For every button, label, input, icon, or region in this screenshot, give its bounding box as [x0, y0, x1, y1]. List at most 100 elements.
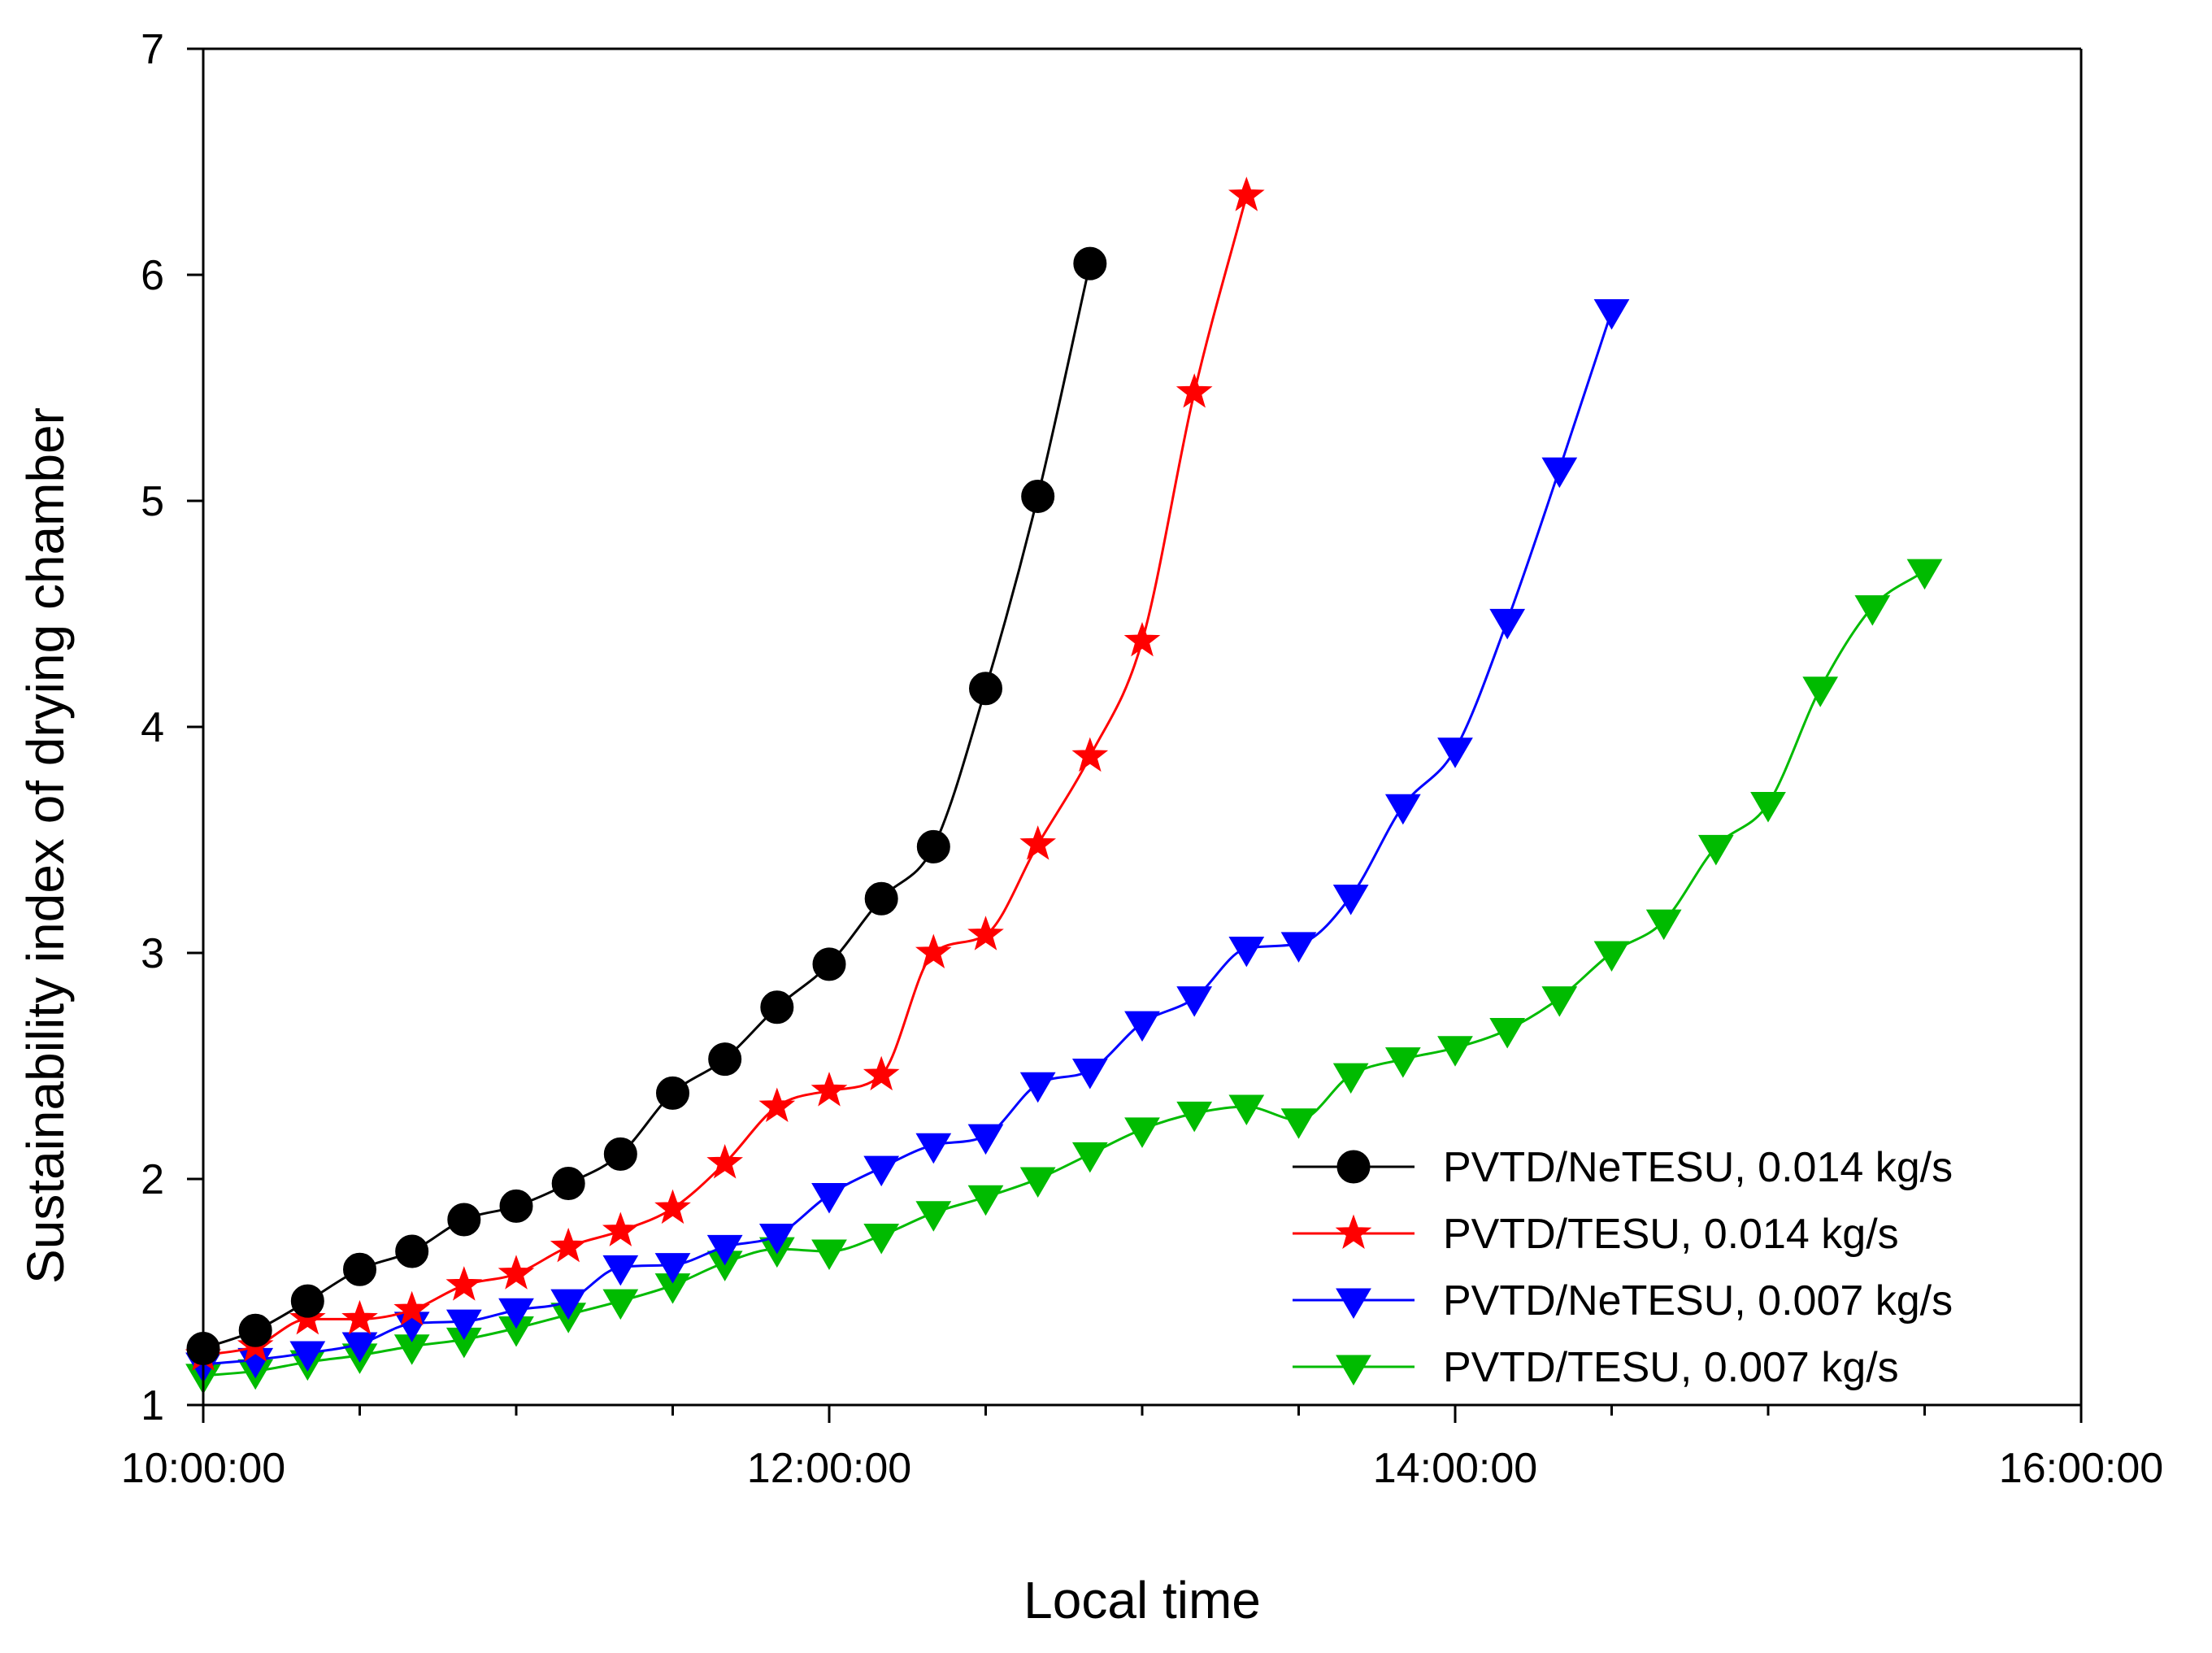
legend-marker: [1336, 1288, 1371, 1319]
data-point: [1071, 1059, 1108, 1090]
data-point: [341, 1299, 378, 1335]
legend-label: PVTD/NeTESU, 0.007 kg/s: [1443, 1277, 1953, 1325]
data-point: [1332, 1063, 1369, 1094]
y-tick-label: 4: [141, 704, 164, 751]
data-point: [1228, 1094, 1265, 1126]
data-point: [654, 1189, 691, 1225]
data-point: [1019, 825, 1057, 860]
data-point: [706, 1144, 744, 1179]
data-point: [1541, 986, 1578, 1017]
data-point: [395, 1234, 429, 1268]
data-point: [760, 990, 794, 1024]
legend: PVTD/NeTESU, 0.014 kg/s PVTD/TESU, 0.014 …: [1293, 1144, 1953, 1391]
data-point: [238, 1313, 272, 1347]
data-point: [602, 1255, 639, 1286]
y-axis-title: Sustainability index of drying chamber: [16, 407, 75, 1284]
data-point: [1176, 1101, 1213, 1133]
data-point: [1019, 1167, 1056, 1198]
x-axis-title: Local time: [1023, 1571, 1261, 1629]
data-point: [550, 1227, 587, 1263]
data-point: [1384, 1047, 1421, 1078]
data-point: [1019, 1072, 1056, 1103]
x-tick-label: 10:00:00: [121, 1445, 285, 1492]
data-point: [915, 933, 952, 968]
data-point: [969, 672, 1002, 706]
y-tick-label: 1: [141, 1382, 164, 1429]
legend-item: PVTD/NeTESU, 0.014 kg/s: [1293, 1144, 1953, 1191]
data-point: [1593, 941, 1630, 972]
data-point: [498, 1255, 535, 1290]
data-point: [654, 1253, 691, 1284]
data-point: [1228, 176, 1265, 211]
data-point: [499, 1189, 533, 1223]
data-point: [550, 1289, 587, 1320]
y-tick-label: 6: [141, 252, 164, 299]
data-point: [498, 1298, 534, 1329]
data-point: [708, 1042, 742, 1077]
data-point: [1750, 792, 1786, 823]
legend-item: PVTD/TESU, 0.007 kg/s: [1293, 1344, 1899, 1391]
data-point: [810, 1072, 848, 1107]
data-point: [1332, 885, 1369, 916]
y-tick-label: 5: [141, 478, 164, 525]
data-point: [341, 1332, 378, 1363]
data-point: [1071, 737, 1109, 772]
data-point: [864, 881, 898, 916]
data-point: [1228, 936, 1265, 968]
data-point: [706, 1234, 743, 1266]
data-point: [343, 1252, 376, 1286]
legend-label: PVTD/TESU, 0.014 kg/s: [1443, 1211, 1899, 1258]
data-point: [1541, 457, 1578, 489]
data-point: [447, 1203, 481, 1237]
data-point: [289, 1341, 326, 1372]
data-point: [863, 1055, 900, 1091]
data-point: [811, 1182, 847, 1214]
data-point: [1906, 559, 1943, 590]
legend-marker: [1336, 1355, 1371, 1385]
data-point: [967, 1124, 1004, 1155]
data-point: [1489, 608, 1526, 640]
legend-label: PVTD/TESU, 0.007 kg/s: [1443, 1344, 1899, 1391]
data-point: [445, 1266, 483, 1301]
data-point: [811, 1239, 847, 1270]
data-point: [1489, 1018, 1526, 1049]
data-point: [915, 1133, 952, 1164]
data-point: [1176, 986, 1213, 1017]
series-3: [185, 298, 1630, 1383]
data-point: [1176, 373, 1213, 408]
data-point: [1593, 298, 1630, 330]
data-point: [1280, 1108, 1317, 1139]
data-point: [445, 1309, 482, 1341]
ticks-layer: 10:00:00 12:00:00 14:00:00 16:00:00 1 2 3 4 5 6 7: [121, 26, 2163, 1492]
data-point: [602, 1289, 639, 1320]
y-tick-label: 7: [141, 26, 164, 73]
data-point: [863, 1224, 900, 1255]
y-tick-label: 2: [141, 1156, 164, 1203]
data-point: [656, 1076, 689, 1110]
series-layer: [185, 176, 1943, 1394]
series-1: [186, 246, 1107, 1365]
legend-item: PVTD/TESU, 0.014 kg/s: [1293, 1211, 1899, 1258]
data-point: [758, 1224, 795, 1255]
data-point: [812, 947, 846, 981]
data-point: [393, 1290, 431, 1326]
data-point: [1124, 1117, 1160, 1148]
legend-label: PVTD/NeTESU, 0.014 kg/s: [1443, 1144, 1953, 1191]
data-point: [863, 1155, 900, 1187]
data-point: [602, 1211, 639, 1246]
data-point: [1437, 737, 1473, 768]
x-tick-label: 14:00:00: [1373, 1445, 1537, 1492]
legend-marker: [1335, 1214, 1372, 1249]
data-point: [916, 829, 950, 863]
data-point: [1071, 1142, 1108, 1173]
data-point: [967, 916, 1004, 950]
data-point: [1437, 1036, 1473, 1067]
data-point: [1280, 932, 1317, 963]
legend-item: PVTD/NeTESU, 0.007 kg/s: [1293, 1277, 1953, 1325]
data-point: [967, 1185, 1004, 1216]
data-point: [1123, 621, 1161, 657]
data-point: [603, 1137, 637, 1171]
